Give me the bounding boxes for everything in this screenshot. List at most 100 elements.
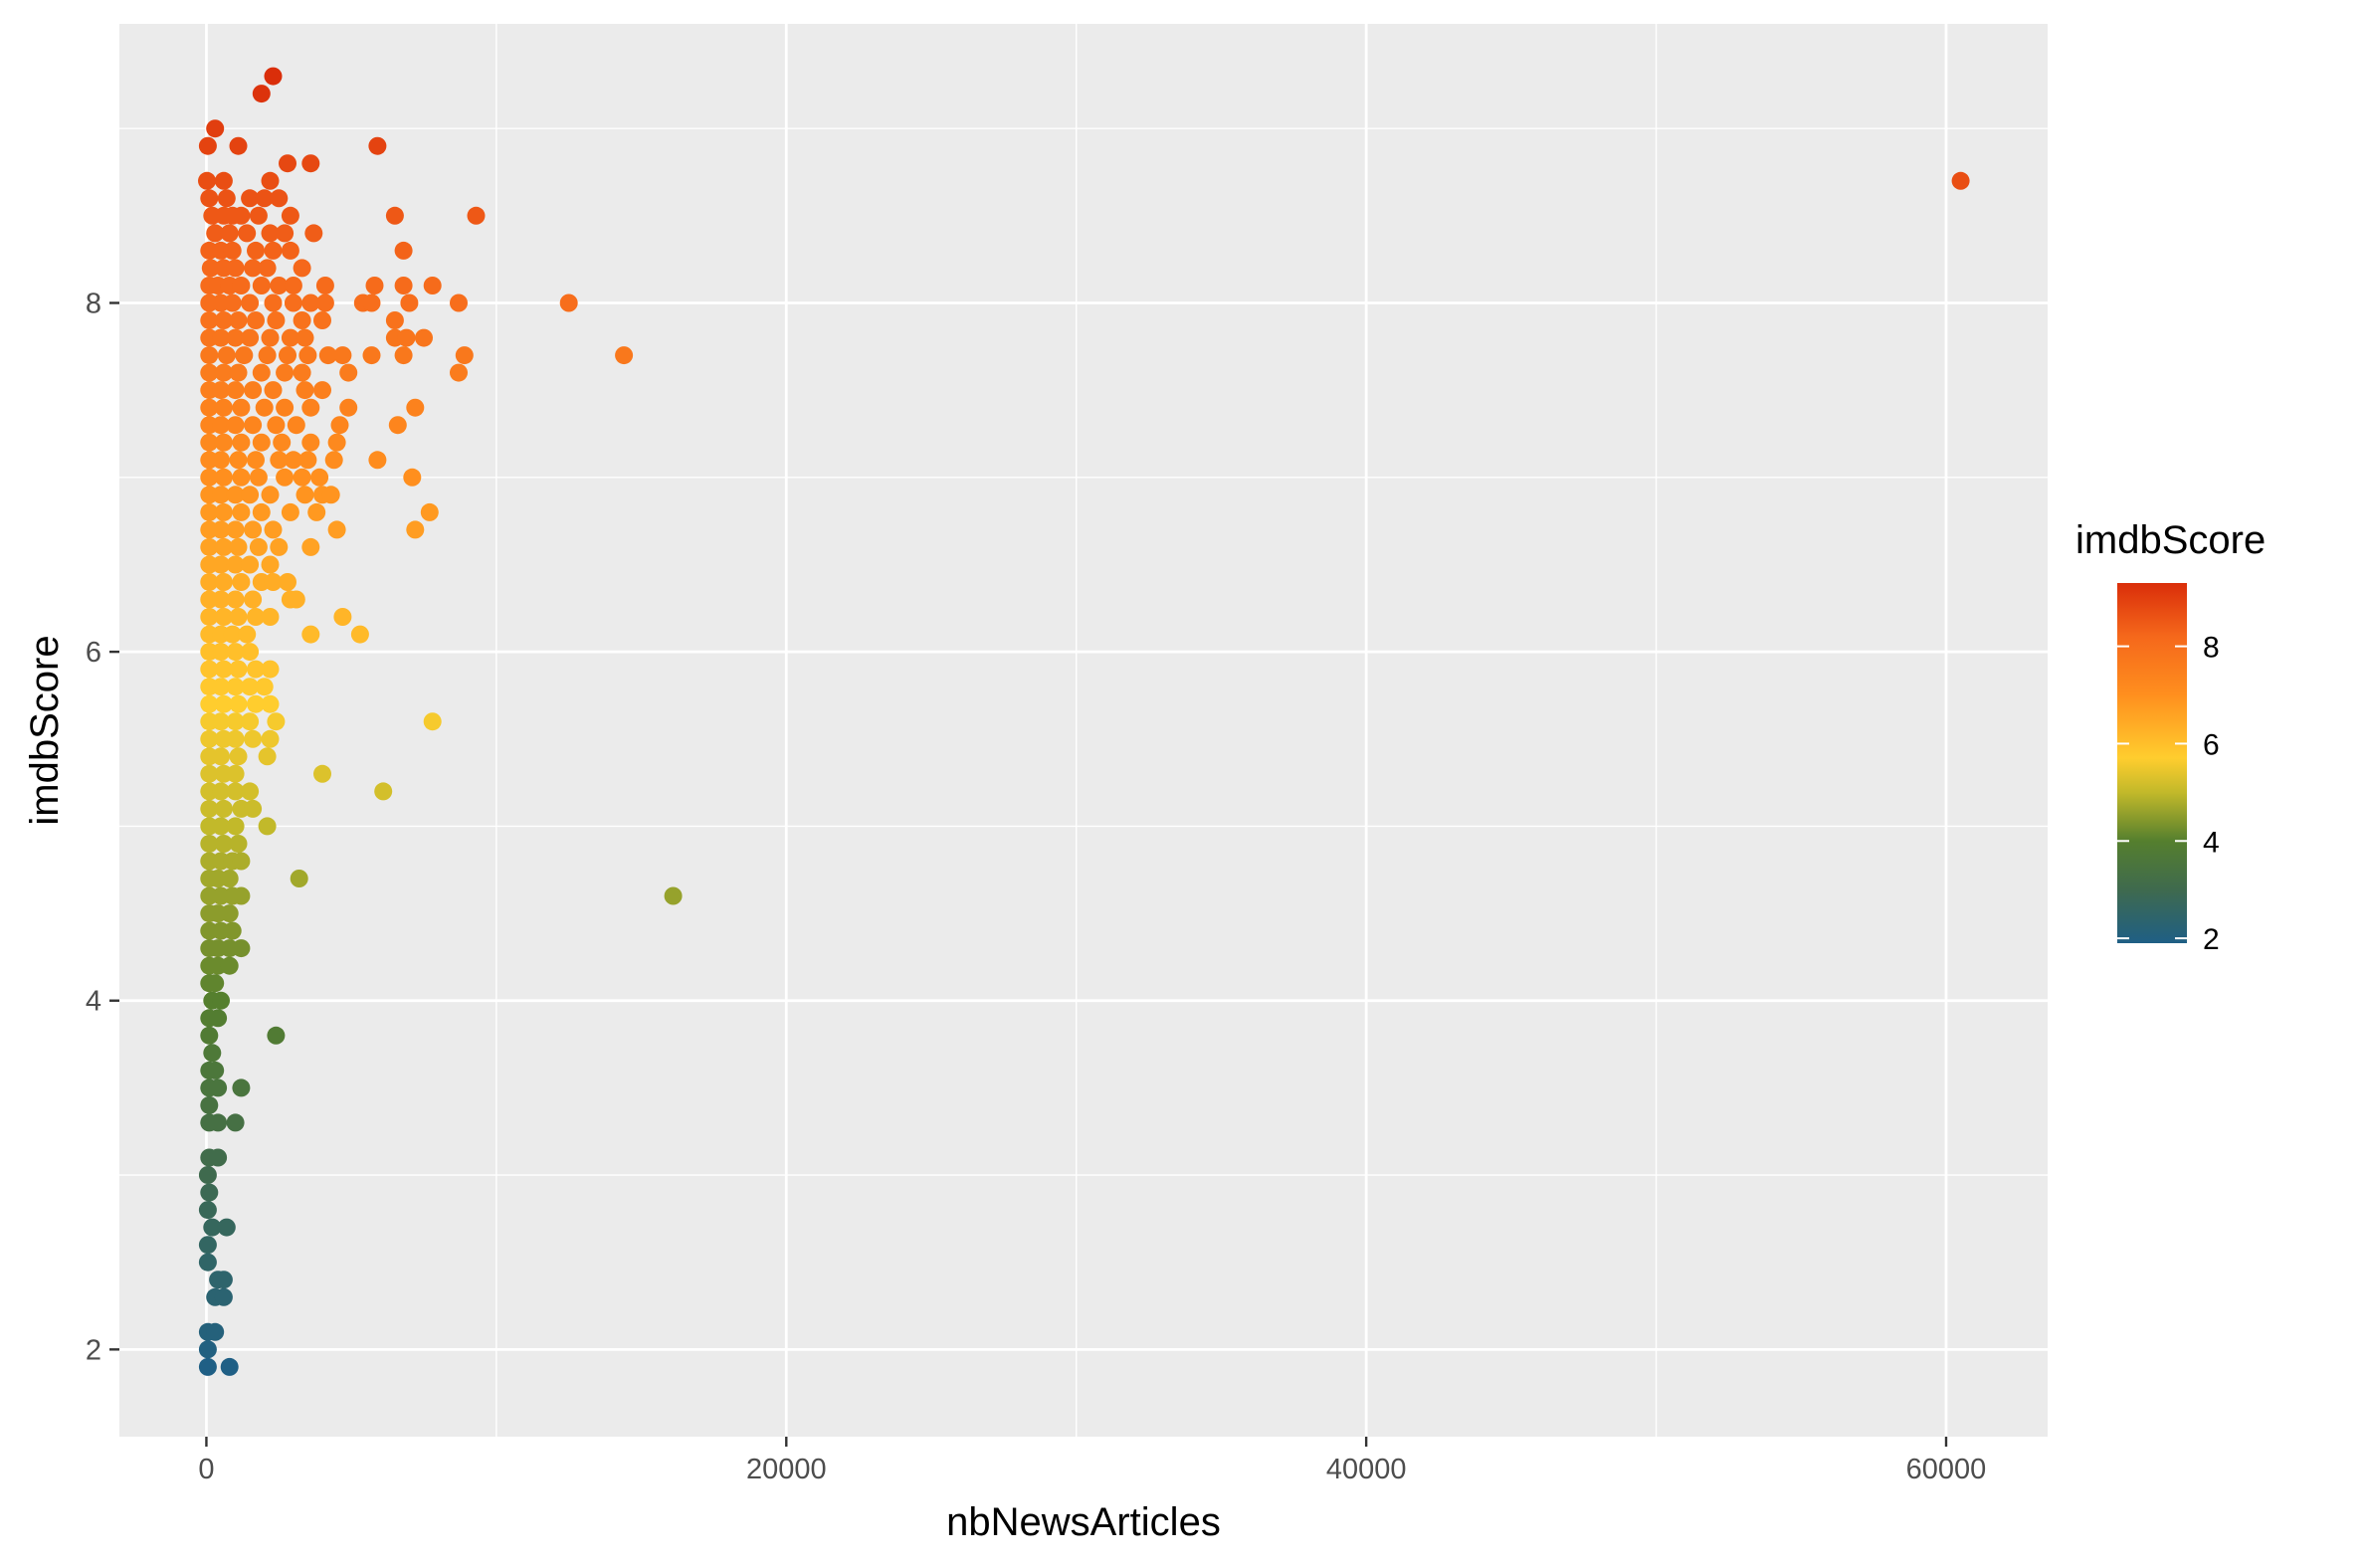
data-point — [226, 729, 245, 748]
data-point — [226, 416, 245, 435]
data-point — [200, 537, 219, 556]
data-point — [400, 294, 419, 312]
data-point — [362, 294, 381, 312]
data-point — [232, 433, 251, 452]
data-point — [296, 381, 314, 400]
data-point — [200, 660, 219, 679]
data-point — [212, 678, 230, 696]
data-point — [229, 136, 248, 155]
data-point — [255, 678, 274, 696]
data-point — [235, 346, 254, 365]
data-point — [264, 294, 283, 312]
legend-title: imdbScore — [2075, 518, 2266, 562]
data-point — [397, 328, 416, 347]
data-point — [247, 608, 265, 626]
data-point — [467, 206, 486, 225]
data-point — [229, 835, 248, 853]
data-point — [220, 956, 239, 975]
data-point — [252, 433, 271, 452]
data-point — [229, 660, 248, 679]
data-point — [214, 660, 233, 679]
data-point — [226, 1113, 245, 1132]
data-point — [200, 729, 219, 748]
data-point — [249, 537, 268, 556]
data-point — [258, 259, 277, 278]
data-point — [310, 468, 329, 487]
data-point — [301, 433, 320, 452]
data-point — [241, 189, 260, 208]
data-point — [198, 1166, 217, 1184]
data-point — [388, 416, 407, 435]
data-point — [220, 904, 239, 923]
data-point — [264, 241, 283, 260]
data-point — [455, 346, 474, 365]
panel-background — [119, 24, 2048, 1437]
data-point — [333, 346, 352, 365]
data-point — [296, 328, 314, 347]
data-point — [244, 590, 263, 609]
data-point — [206, 974, 225, 993]
y-tick-label: 8 — [86, 288, 101, 319]
data-point — [214, 573, 233, 591]
data-point — [313, 311, 331, 329]
data-point — [281, 328, 299, 347]
data-point — [232, 1078, 251, 1097]
data-point — [206, 119, 225, 138]
data-point — [200, 189, 219, 208]
data-point — [270, 277, 289, 294]
data-point — [1951, 171, 1970, 190]
data-point — [209, 1078, 228, 1097]
data-point — [252, 363, 271, 382]
data-point — [284, 451, 302, 470]
data-point — [244, 416, 263, 435]
legend-tick-label: 2 — [2203, 923, 2220, 956]
data-point — [226, 782, 245, 801]
data-point — [423, 277, 442, 294]
data-point — [293, 468, 311, 487]
data-point — [420, 502, 439, 521]
data-point — [276, 224, 295, 243]
data-point — [247, 241, 265, 260]
data-point — [304, 224, 323, 243]
data-point — [385, 206, 404, 225]
legend-ticks: 2 4 6 8 — [2117, 632, 2220, 956]
data-point — [226, 817, 245, 836]
data-point — [226, 678, 245, 696]
data-point — [198, 1236, 217, 1255]
legend-tick-label: 6 — [2203, 728, 2220, 761]
data-point — [200, 1026, 219, 1045]
data-point — [333, 608, 352, 626]
data-point — [276, 398, 295, 417]
data-point — [241, 328, 260, 347]
data-point — [315, 277, 334, 294]
data-point — [415, 328, 433, 347]
data-points — [198, 67, 1970, 1376]
data-point — [307, 502, 326, 521]
data-point — [406, 398, 425, 417]
data-point — [209, 1009, 228, 1028]
data-point — [247, 660, 265, 679]
data-point — [212, 712, 230, 731]
data-point — [293, 311, 311, 329]
legend-tick-label: 8 — [2203, 632, 2220, 665]
data-point — [261, 555, 280, 574]
data-point — [318, 346, 337, 365]
data-point — [252, 277, 271, 294]
x-tick-label: 20000 — [746, 1454, 827, 1485]
data-point — [198, 1357, 217, 1376]
data-point — [279, 154, 296, 173]
data-point — [212, 747, 230, 766]
data-point — [200, 398, 219, 417]
data-point — [313, 764, 331, 783]
y-tick-label: 6 — [86, 637, 101, 669]
x-tick-label: 40000 — [1326, 1454, 1407, 1485]
data-point — [209, 1148, 228, 1167]
data-point — [214, 311, 233, 329]
data-point — [232, 398, 251, 417]
data-point — [232, 468, 251, 487]
data-point — [226, 712, 245, 731]
data-point — [258, 346, 277, 365]
data-point — [200, 764, 219, 783]
data-point — [247, 694, 265, 713]
